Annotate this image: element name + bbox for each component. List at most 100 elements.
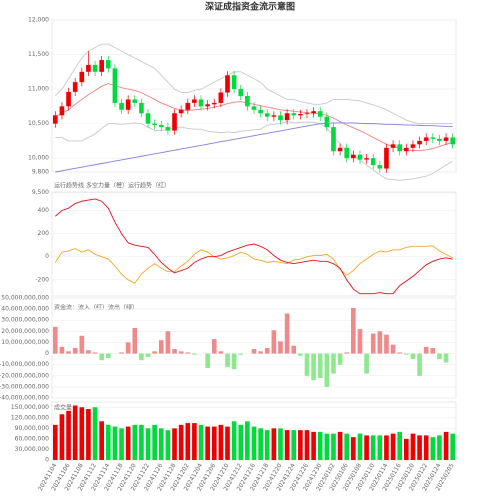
bar bbox=[304, 353, 310, 376]
bar bbox=[79, 407, 85, 460]
bar bbox=[304, 430, 310, 460]
bar bbox=[417, 435, 422, 460]
bar bbox=[145, 428, 151, 460]
candle-body bbox=[218, 92, 224, 103]
y-tick-label: -30,000,000,000 bbox=[0, 383, 49, 390]
bar bbox=[119, 428, 124, 460]
bar bbox=[92, 407, 98, 460]
bar bbox=[238, 353, 244, 355]
y-tick-label: 0 bbox=[45, 253, 49, 260]
bar bbox=[165, 331, 171, 354]
panel-frame bbox=[51, 191, 457, 297]
candle-body bbox=[172, 113, 177, 131]
bar bbox=[291, 345, 297, 354]
candle-body bbox=[139, 102, 144, 114]
bar bbox=[158, 340, 164, 354]
bar bbox=[384, 334, 389, 354]
bar bbox=[384, 435, 389, 460]
bar bbox=[331, 433, 336, 460]
candle-body bbox=[443, 137, 449, 141]
bar bbox=[390, 433, 396, 460]
candle-body bbox=[264, 113, 270, 117]
candle-body bbox=[331, 127, 336, 152]
candle-body bbox=[158, 125, 164, 128]
bar bbox=[317, 431, 323, 460]
bar bbox=[52, 326, 58, 354]
bar bbox=[225, 353, 230, 367]
bar bbox=[404, 353, 409, 355]
candle-body bbox=[125, 99, 131, 110]
bar bbox=[105, 424, 111, 460]
bar bbox=[205, 353, 210, 368]
candle-body bbox=[185, 102, 191, 110]
legend-entry: 运行趋势（红） bbox=[128, 182, 170, 190]
bar bbox=[370, 333, 376, 354]
bar bbox=[397, 352, 403, 354]
bar bbox=[437, 353, 442, 360]
candle-body bbox=[364, 158, 369, 160]
line bbox=[54, 245, 453, 284]
y-tick-label: 120,000,000 bbox=[11, 414, 49, 421]
candle-body bbox=[397, 144, 403, 152]
bar bbox=[185, 423, 191, 460]
candle-body bbox=[132, 99, 138, 103]
line bbox=[55, 121, 453, 181]
bar bbox=[364, 435, 369, 460]
bar bbox=[245, 421, 250, 460]
bar bbox=[152, 351, 157, 354]
candle-body bbox=[384, 147, 389, 169]
bar bbox=[52, 424, 58, 460]
y-tick-label: 200 bbox=[38, 230, 50, 237]
candle-body bbox=[112, 68, 118, 103]
bar bbox=[92, 352, 98, 354]
bar bbox=[377, 331, 383, 354]
candle-body bbox=[231, 75, 237, 90]
candle-body bbox=[119, 102, 124, 110]
bar bbox=[271, 428, 277, 460]
y-tick-label: 9,800 bbox=[32, 169, 49, 176]
bar bbox=[397, 431, 403, 460]
bar bbox=[344, 352, 350, 354]
y-tick-label: 0 bbox=[45, 350, 49, 357]
bar bbox=[59, 414, 65, 460]
bar bbox=[258, 351, 263, 354]
candle-body bbox=[304, 113, 310, 115]
candle-body bbox=[284, 113, 290, 121]
bar bbox=[211, 426, 217, 460]
bar bbox=[344, 433, 350, 460]
candle-body bbox=[404, 147, 409, 152]
bar bbox=[271, 330, 277, 354]
y-tick-label: 30,000,000,000 bbox=[1, 317, 49, 324]
bar bbox=[205, 426, 210, 460]
legend-entry: 多空力量（橙） bbox=[86, 182, 128, 190]
bar bbox=[225, 426, 230, 460]
bar bbox=[165, 430, 171, 460]
candle-body bbox=[86, 64, 91, 72]
bar bbox=[423, 346, 429, 354]
y-tick-label: 10,500 bbox=[28, 120, 49, 127]
candle-body bbox=[311, 111, 316, 114]
candle-body bbox=[105, 60, 111, 69]
candle-body bbox=[99, 60, 104, 72]
bar bbox=[132, 328, 138, 354]
panel-title: 运行趋势线 bbox=[54, 182, 84, 190]
candle-body bbox=[278, 115, 283, 121]
bar bbox=[178, 351, 184, 354]
bar bbox=[119, 352, 124, 354]
bar bbox=[264, 348, 270, 354]
candle-body bbox=[317, 111, 323, 117]
y-tick-label: 20,000,000,000 bbox=[1, 328, 49, 335]
bar bbox=[231, 353, 237, 370]
bar bbox=[311, 353, 316, 381]
y-tick-label: 40,000,000,000 bbox=[1, 306, 49, 313]
candle-body bbox=[66, 91, 71, 107]
bar bbox=[59, 346, 65, 354]
bar bbox=[324, 353, 330, 387]
bar bbox=[86, 350, 91, 354]
candle-body bbox=[251, 106, 257, 110]
candle-body bbox=[225, 75, 230, 93]
bar bbox=[112, 426, 118, 460]
candle-body bbox=[370, 158, 376, 166]
candle-body bbox=[377, 165, 383, 169]
